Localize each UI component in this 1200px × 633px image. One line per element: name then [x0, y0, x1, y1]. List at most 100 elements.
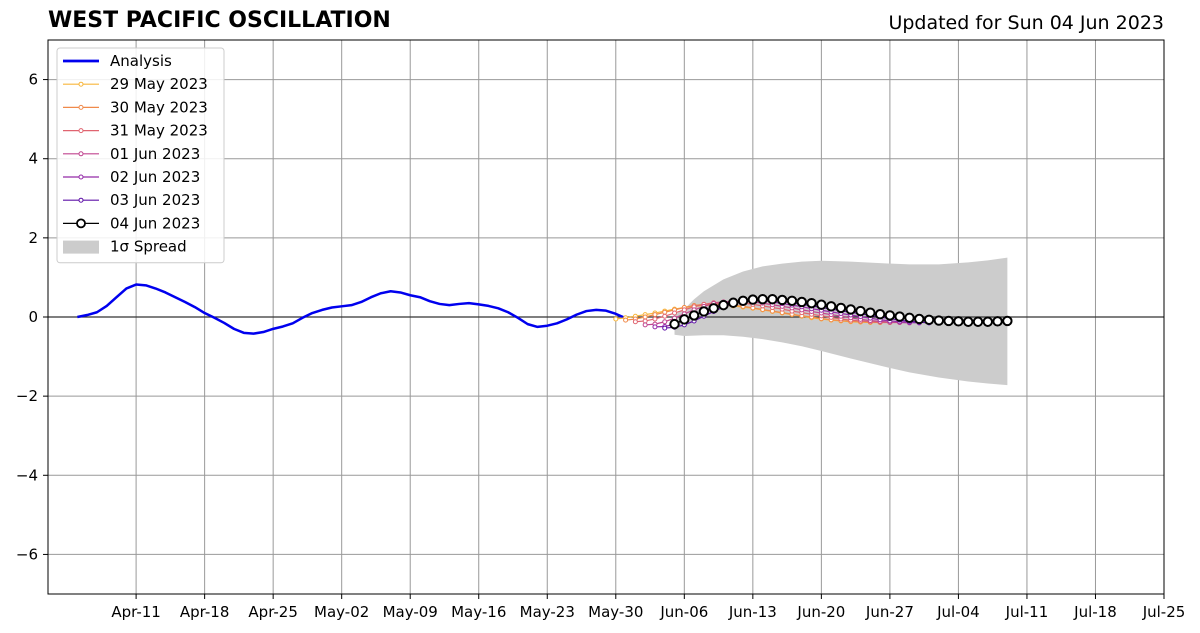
- forecast-point: [747, 294, 759, 305]
- forecast-point: [642, 322, 648, 328]
- x-tick-label: May-16: [451, 603, 506, 621]
- x-tick-label: Apr-25: [248, 603, 298, 621]
- forecast-point: [737, 295, 749, 306]
- forecast-point: [1002, 315, 1013, 327]
- forecast-point: [672, 310, 678, 316]
- forecast-point: [904, 312, 915, 323]
- forecast-point: [652, 316, 658, 322]
- x-tick-label: Apr-18: [180, 603, 230, 621]
- forecast-point: [662, 325, 668, 331]
- forecast-point: [698, 306, 710, 317]
- forecast-point: [632, 319, 638, 325]
- forecast-point: [914, 313, 925, 325]
- forecast-point: [623, 317, 629, 323]
- forecast-point: [662, 313, 668, 319]
- forecast-point: [642, 318, 648, 324]
- forecast-point: [613, 316, 619, 322]
- forecast-point: [679, 314, 690, 325]
- legend-item: Analysis: [63, 52, 172, 70]
- legend-label: 31 May 2023: [110, 122, 208, 140]
- legend-item: 29 May 2023: [63, 75, 208, 93]
- x-tick-label: Jun-20: [796, 603, 845, 621]
- forecast-point: [786, 295, 798, 306]
- forecast-series: [669, 293, 1013, 330]
- y-tick-label: 6: [28, 71, 38, 89]
- x-tick-label: Apr-11: [111, 603, 161, 621]
- y-tick-label: 4: [28, 150, 38, 168]
- forecast-point: [757, 293, 768, 305]
- analysis-line: [77, 283, 627, 335]
- forecast-point: [652, 324, 658, 330]
- forecast-point: [681, 307, 687, 313]
- legend-item: 02 Jun 2023: [63, 168, 200, 186]
- y-tick-label: −2: [16, 387, 38, 405]
- forecast-point: [874, 309, 886, 320]
- legend-label: 29 May 2023: [110, 75, 208, 93]
- x-tick-label: May-23: [520, 603, 575, 621]
- y-tick-label: −6: [16, 545, 38, 563]
- x-tick-label: May-02: [314, 603, 369, 621]
- legend-label: 03 Jun 2023: [110, 191, 200, 209]
- x-tick-label: Jul-11: [1005, 603, 1049, 621]
- x-tick-label: May-30: [588, 603, 643, 621]
- y-tick-label: −4: [16, 466, 38, 484]
- forecast-point: [662, 319, 668, 325]
- legend-label: 30 May 2023: [110, 98, 208, 116]
- forecast-point: [963, 316, 974, 327]
- legend-item: 1σ Spread: [63, 238, 187, 256]
- forecast-point: [825, 301, 837, 312]
- forecast-point: [923, 314, 935, 325]
- chart-title: WEST PACIFIC OSCILLATION: [48, 8, 391, 33]
- forecast-point: [642, 314, 648, 320]
- forecast-point: [806, 297, 817, 309]
- forecast-point: [972, 316, 984, 327]
- forecast-line: [645, 300, 910, 326]
- series-layer: [77, 283, 1013, 335]
- forecast-point: [708, 303, 719, 314]
- legend-marker: [78, 128, 84, 134]
- legend-label: Analysis: [110, 52, 172, 70]
- legend-marker: [78, 151, 84, 157]
- forecast-point: [992, 316, 1003, 327]
- forecast-line: [635, 301, 900, 324]
- x-tick-label: Jun-06: [659, 603, 708, 621]
- legend: Analysis 29 May 2023 30 May 2023 31 May 202…: [56, 47, 225, 264]
- legend-marker: [78, 174, 84, 180]
- forecast-point: [777, 294, 788, 306]
- forecast-point: [662, 309, 668, 315]
- legend-marker: [78, 197, 84, 203]
- forecast-point: [796, 296, 807, 308]
- forecast-point: [953, 316, 964, 327]
- forecast-point: [718, 299, 729, 311]
- legend-label: 1σ Spread: [110, 238, 187, 256]
- x-axis: Apr-11 Apr-18 Apr-25 May-02 May-09 May-16 May-…: [111, 594, 1185, 621]
- forecast-point: [943, 315, 954, 327]
- forecast-point: [865, 307, 876, 318]
- y-axis: 6 4 2 0 −2 −4 −6: [16, 71, 48, 563]
- x-tick-label: Jul-18: [1073, 603, 1117, 621]
- x-tick-label: Jul-25: [1142, 603, 1186, 621]
- legend-label: 01 Jun 2023: [110, 145, 200, 163]
- forecast-point: [728, 297, 739, 308]
- legend-marker: [76, 218, 86, 229]
- forecast-point: [688, 310, 700, 321]
- legend-marker: [78, 104, 84, 110]
- legend-swatch: [63, 240, 99, 254]
- updated-date: Updated for Sun 04 Jun 2023: [888, 12, 1164, 34]
- forecast-point: [652, 312, 658, 318]
- legend-marker: [78, 81, 84, 87]
- x-tick-label: Jun-27: [865, 603, 914, 621]
- forecast-point: [855, 305, 866, 317]
- x-tick-label: Jul-04: [936, 603, 980, 621]
- legend-label: 02 Jun 2023: [110, 168, 200, 186]
- forecast-point: [845, 304, 856, 315]
- legend-label: 04 Jun 2023: [110, 214, 200, 232]
- legend-item: 31 May 2023: [63, 122, 208, 140]
- forecast-point: [982, 316, 993, 327]
- x-tick-label: May-09: [383, 603, 438, 621]
- forecast-line: [625, 303, 890, 324]
- forecast-point: [884, 310, 896, 321]
- legend-box: [56, 47, 225, 264]
- legend-item: 01 Jun 2023: [63, 145, 200, 163]
